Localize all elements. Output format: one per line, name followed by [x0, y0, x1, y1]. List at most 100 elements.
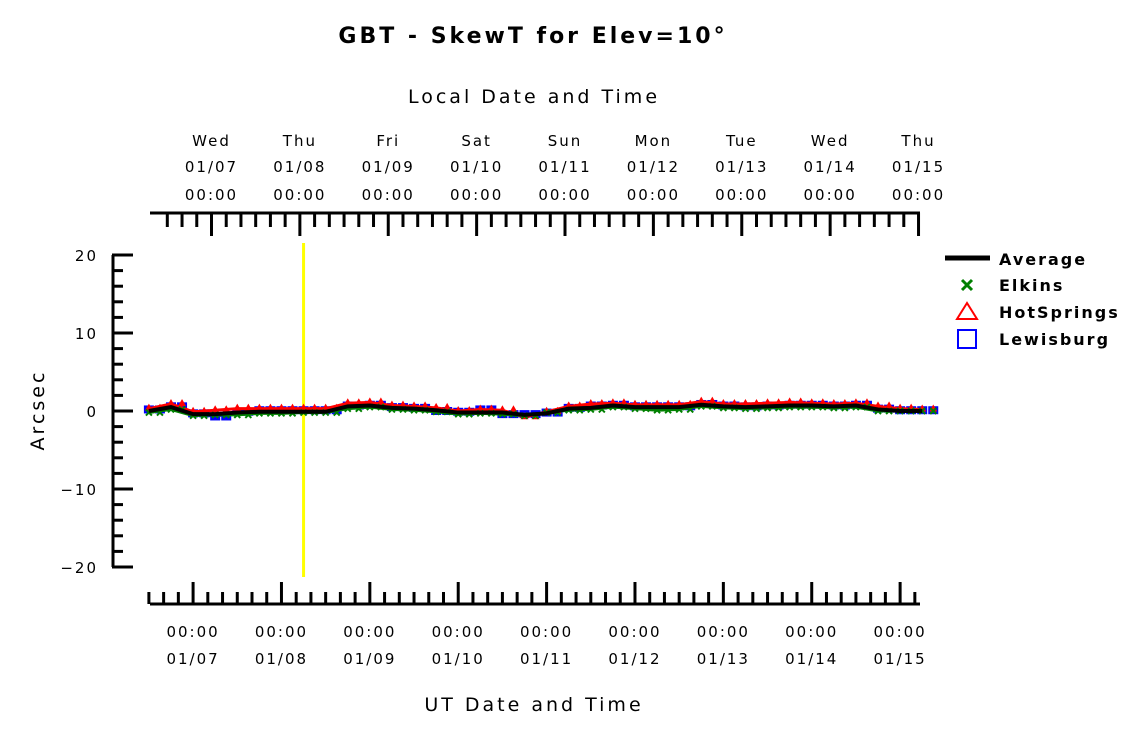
- legend-label: HotSprings: [999, 303, 1120, 322]
- top-tick-date: 01/12: [627, 158, 680, 176]
- top-tick-time: 00:00: [892, 186, 945, 204]
- top-tick-day: Thu: [282, 132, 317, 150]
- bottom-tick-date: 01/08: [255, 650, 308, 668]
- top-tick-day: Tue: [725, 132, 758, 150]
- legend-label: Elkins: [999, 276, 1064, 295]
- bottom-tick-date: 01/15: [873, 650, 926, 668]
- bottom-tick-date: 01/12: [608, 650, 661, 668]
- bottom-tick-time: 00:00: [873, 623, 926, 641]
- top-tick-day: Sat: [461, 132, 492, 150]
- hotsprings-point: [233, 403, 242, 411]
- y-tick-label: −20: [60, 559, 98, 577]
- hotsprings-point: [222, 405, 231, 413]
- top-tick-time: 00:00: [450, 186, 503, 204]
- bottom-tick-date: 01/14: [785, 650, 838, 668]
- legend-label: Lewisburg: [999, 330, 1110, 349]
- legend-label: Average: [999, 250, 1087, 269]
- y-axis-label: Arcsec: [27, 370, 49, 451]
- hotsprings-point: [829, 398, 838, 406]
- hotsprings-point: [376, 397, 385, 405]
- top-tick-day: Fri: [376, 132, 400, 150]
- bottom-tick-time: 00:00: [520, 623, 573, 641]
- hotsprings-point: [410, 401, 419, 409]
- y-tick-label: 0: [86, 403, 98, 421]
- hotsprings-point: [343, 398, 352, 406]
- bottom-tick-date: 01/07: [166, 650, 219, 668]
- hotsprings-point: [421, 401, 430, 409]
- hotsprings-point: [487, 404, 496, 412]
- bottom-tick-time: 00:00: [432, 623, 485, 641]
- bottom-tick-time: 00:00: [343, 623, 396, 641]
- y-tick-label: 10: [75, 325, 98, 343]
- top-tick-time: 00:00: [362, 186, 415, 204]
- hotsprings-point: [752, 398, 761, 406]
- hotsprings-point: [564, 401, 573, 409]
- bottom-tick-time: 00:00: [166, 623, 219, 641]
- hotsprings-point: [697, 396, 706, 404]
- top-tick-time: 00:00: [273, 186, 326, 204]
- hotsprings-point: [664, 399, 673, 407]
- legend: Average Elkins HotSprings Lewisburg: [945, 250, 1120, 349]
- top-tick-date: 01/07: [185, 158, 238, 176]
- top-axis-label: Local Date and Time: [408, 86, 660, 108]
- hotsprings-point: [244, 403, 253, 411]
- top-tick-date: 01/14: [804, 158, 857, 176]
- top-tick-day: Sun: [548, 132, 583, 150]
- hotsprings-point: [807, 398, 816, 406]
- hotsprings-point: [785, 397, 794, 405]
- hotsprings-point: [597, 398, 606, 406]
- hotsprings-point: [885, 401, 894, 409]
- hotsprings-point: [211, 405, 220, 413]
- top-tick-time: 00:00: [804, 186, 857, 204]
- top-tick-date: 01/08: [273, 158, 326, 176]
- hotsprings-point: [354, 398, 363, 406]
- top-tick-day: Thu: [900, 132, 935, 150]
- legend-hotsprings-triangle-icon: [955, 301, 979, 320]
- hotsprings-point: [310, 403, 319, 411]
- y-tick-label: −10: [60, 481, 98, 499]
- bottom-tick-date: 01/13: [697, 650, 750, 668]
- hotsprings-point: [166, 398, 175, 406]
- bottom-tick-time: 00:00: [785, 623, 838, 641]
- hotsprings-point: [818, 398, 827, 406]
- top-tick-date: 01/11: [538, 158, 591, 176]
- legend-lewisburg-square-icon: [957, 329, 977, 349]
- lewisburg-point: [210, 412, 221, 421]
- elkins-point: [929, 407, 937, 415]
- chart-title: GBT - SkewT for Elev=10°: [338, 24, 727, 49]
- top-tick-date: 01/13: [715, 158, 768, 176]
- hotsprings-point: [200, 406, 209, 414]
- top-tick-day: Mon: [635, 132, 673, 150]
- hotsprings-point: [299, 403, 308, 411]
- top-tick-time: 00:00: [185, 186, 238, 204]
- hotsprings-point: [476, 404, 485, 412]
- bottom-tick-time: 00:00: [608, 623, 661, 641]
- hotsprings-point: [763, 398, 772, 406]
- hotsprings-point: [178, 398, 187, 406]
- hotsprings-point: [365, 397, 374, 405]
- hotsprings-point: [796, 397, 805, 405]
- hotsprings-point: [730, 398, 739, 406]
- average-line: [148, 402, 923, 417]
- top-tick-time: 00:00: [627, 186, 680, 204]
- bottom-tick-time: 00:00: [697, 623, 750, 641]
- hotsprings-point: [266, 403, 275, 411]
- hotsprings-point: [509, 405, 518, 413]
- top-tick-date: 01/10: [450, 158, 503, 176]
- hotsprings-point: [774, 398, 783, 406]
- hotsprings-point: [398, 400, 407, 408]
- hotsprings-point: [277, 403, 286, 411]
- top-tick-day: Wed: [811, 132, 850, 150]
- hotsprings-point: [851, 398, 860, 406]
- top-tick-day: Wed: [192, 132, 231, 150]
- hotsprings-point: [443, 402, 452, 410]
- hotsprings-point: [321, 403, 330, 411]
- hotsprings-point: [862, 398, 871, 406]
- bottom-tick-date: 01/11: [520, 650, 573, 668]
- hotsprings-point: [608, 398, 617, 406]
- top-tick-date: 01/09: [362, 158, 415, 176]
- hotsprings-point: [619, 398, 628, 406]
- bottom-tick-time: 00:00: [255, 623, 308, 641]
- hotsprings-point: [642, 399, 651, 407]
